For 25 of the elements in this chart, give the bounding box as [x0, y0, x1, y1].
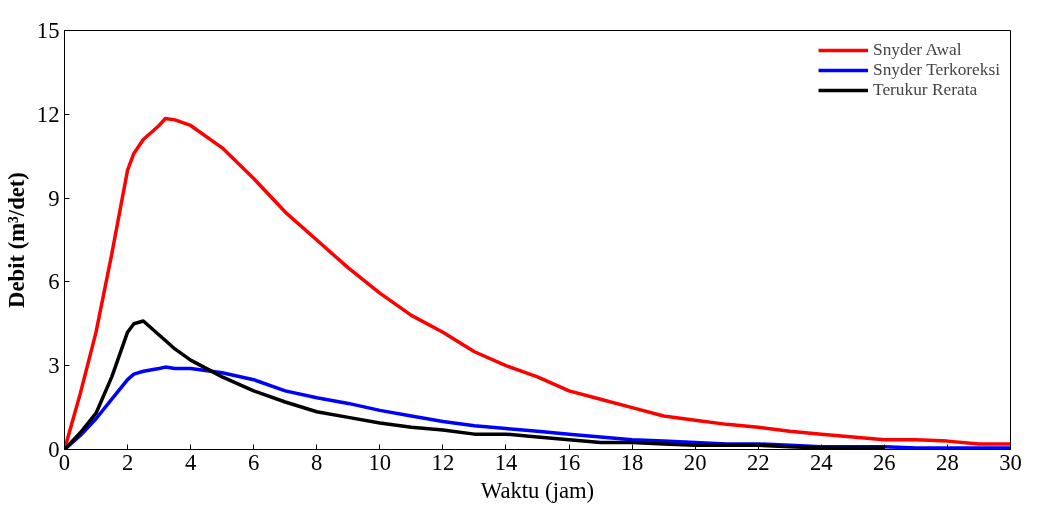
- x-tick-label: 26: [873, 449, 896, 475]
- x-tick-label: 24: [809, 449, 833, 475]
- x-tick-label: 8: [311, 449, 323, 475]
- x-tick-label: 14: [494, 449, 518, 475]
- x-axis-title: Waktu (jam): [480, 477, 595, 503]
- x-tick-label: 20: [683, 449, 707, 475]
- legend-label: Terukur Rerata: [873, 80, 978, 100]
- x-tick-label: 18: [620, 449, 644, 475]
- x-tick-label: 22: [746, 449, 770, 475]
- x-tick-label: 30: [999, 449, 1022, 475]
- y-tick-label: 9: [48, 185, 60, 211]
- y-tick-label: 12: [36, 101, 60, 127]
- x-tick-label: 12: [431, 449, 455, 475]
- x-tick-label: 6: [248, 449, 260, 475]
- y-tick-label: 15: [36, 18, 60, 43]
- x-tick-label: 4: [184, 449, 197, 475]
- y-tick-label: 6: [48, 269, 60, 295]
- y-axis-title: Debit (m³/det): [3, 172, 29, 308]
- y-tick-label: 3: [48, 353, 60, 379]
- x-tick-label: 16: [557, 449, 581, 475]
- x-tick-label: 2: [121, 449, 134, 475]
- legend-label: Snyder Terkoreksi: [873, 60, 1000, 80]
- legend-label: Snyder Awal: [873, 40, 962, 60]
- x-tick-label: 28: [936, 449, 959, 475]
- x-tick-label: 10: [368, 449, 392, 475]
